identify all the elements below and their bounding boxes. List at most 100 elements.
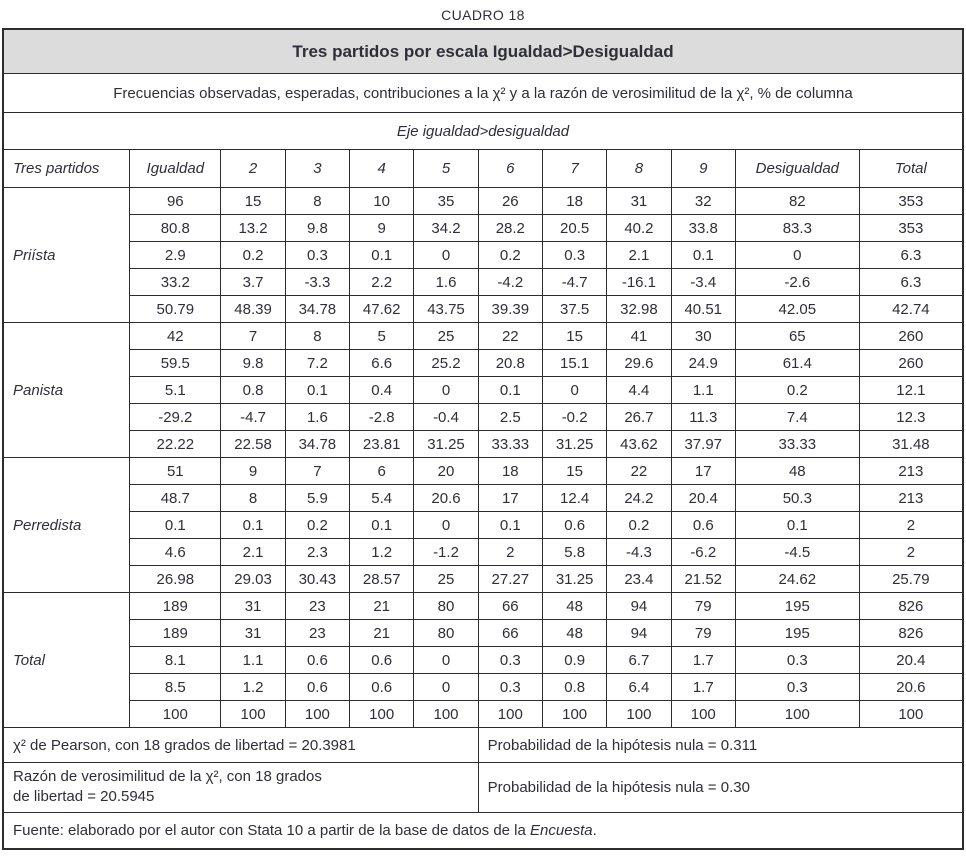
row-group-label: Perredista <box>2 457 131 593</box>
data-cell: 100 <box>477 700 543 728</box>
data-cell: 21 <box>349 592 415 620</box>
data-cell: 0.2 <box>477 241 543 269</box>
data-cell: 43.75 <box>413 295 479 323</box>
data-cell: 13.2 <box>220 214 286 242</box>
likelihood-null-probability: Probabilidad de la hipótesis nula = 0.30 <box>477 762 964 813</box>
data-cell: 80 <box>413 592 479 620</box>
data-cell: 2.5 <box>477 403 543 431</box>
data-cell: -2.8 <box>349 403 415 431</box>
data-cell: 1.7 <box>670 673 736 701</box>
data-cell: 0 <box>413 376 479 404</box>
axis-label: Eje igualdad>desigualdad <box>2 112 964 150</box>
data-cell: 22 <box>477 322 543 350</box>
data-cell: 29.03 <box>220 565 286 593</box>
data-cell: 0.1 <box>284 376 351 404</box>
data-cell: 65 <box>734 322 860 350</box>
data-cell: 8 <box>220 484 286 512</box>
data-cell: 100 <box>349 700 415 728</box>
table-row: Panista 42 7 8 5 25 22 15 41 30 65 260 <box>2 322 964 458</box>
column-header-8: 8 <box>606 149 672 188</box>
data-cell: 0.2 <box>284 511 351 539</box>
data-cell: 7 <box>220 322 286 350</box>
data-cell: 20 <box>413 457 479 485</box>
data-cell: 0.3 <box>284 241 351 269</box>
table-row: Priísta 96 15 8 10 35 26 18 31 32 82 353 <box>2 187 964 323</box>
data-cell: 195 <box>734 619 860 647</box>
data-cell: 0 <box>413 241 479 269</box>
data-cell: 2.3 <box>284 538 351 566</box>
table-row: 4.6 2.1 2.3 1.2 -1.2 2 5.8 -4.3 -6.2 -4.5 2 <box>3 538 964 566</box>
data-cell: 28.2 <box>477 214 543 242</box>
data-cell: 23.81 <box>349 430 415 458</box>
data-cell: 20.6 <box>858 673 964 701</box>
data-cell: -1.2 <box>413 538 479 566</box>
data-cell: 0 <box>413 673 479 701</box>
data-cell: 7.2 <box>284 349 351 377</box>
data-cell: 4.6 <box>129 538 222 566</box>
data-cell: 39.39 <box>477 295 543 323</box>
table-body: Priísta 96 15 8 10 35 26 18 31 32 82 353 80.8 13.2 9.8… <box>2 187 964 728</box>
data-cell: 80 <box>413 619 479 647</box>
data-cell: 15 <box>541 322 608 350</box>
table-title: Tres partidos por escala Igualdad>Desigu… <box>2 28 964 74</box>
row-group-label: Total <box>2 592 131 728</box>
data-cell: 42.05 <box>734 295 860 323</box>
table-row: 8.5 1.2 0.6 0.6 0 0.3 0.8 6.4 1.7 0.3 20.6 <box>3 673 964 701</box>
data-cell: 6.3 <box>858 241 964 269</box>
data-cell: 1.2 <box>220 673 286 701</box>
data-cell: 826 <box>858 619 964 647</box>
data-cell: 32.98 <box>606 295 672 323</box>
data-cell: 5.4 <box>349 484 415 512</box>
data-cell: 2 <box>477 538 543 566</box>
column-header-total: Total <box>858 149 964 188</box>
data-cell: 26.7 <box>606 403 672 431</box>
data-cell: 22 <box>606 457 672 485</box>
data-cell: 33.33 <box>734 430 860 458</box>
data-cell: 48 <box>734 457 860 485</box>
data-cell: 0 <box>413 646 479 674</box>
data-cell: 26.98 <box>129 565 222 593</box>
data-cell: 31 <box>220 619 286 647</box>
data-cell: 100 <box>220 700 286 728</box>
data-cell: 2.2 <box>349 268 415 296</box>
data-cell: 0.3 <box>541 241 608 269</box>
data-cell: 79 <box>670 619 736 647</box>
data-cell: 31 <box>606 187 672 215</box>
data-cell: 8.1 <box>129 646 222 674</box>
data-cell: 6 <box>349 457 415 485</box>
data-cell: 29.6 <box>606 349 672 377</box>
data-cell: 25.2 <box>413 349 479 377</box>
table-row: 0.1 0.1 0.2 0.1 0 0.1 0.6 0.2 0.6 0.1 2 <box>3 511 964 539</box>
data-cell: 0.6 <box>541 511 608 539</box>
data-cell: 48 <box>541 619 608 647</box>
column-header-2: 2 <box>220 149 286 188</box>
data-cell: 21 <box>349 619 415 647</box>
source-period: . <box>592 821 597 839</box>
data-cell: 6.3 <box>858 268 964 296</box>
pearson-chi2-statistic: χ² de Pearson, con 18 grados de libertad… <box>2 727 479 763</box>
data-cell: 4.4 <box>606 376 672 404</box>
data-cell: 0.6 <box>670 511 736 539</box>
data-cell: 2.1 <box>220 538 286 566</box>
data-cell: 25.79 <box>858 565 964 593</box>
data-cell: -4.5 <box>734 538 860 566</box>
data-cell: 100 <box>858 700 964 728</box>
data-cell: 25 <box>413 322 479 350</box>
data-cell: 48 <box>541 592 608 620</box>
data-cell: 0.1 <box>477 376 543 404</box>
data-cell: 12.1 <box>858 376 964 404</box>
statistical-table: Tres partidos por escala Igualdad>Desigu… <box>2 28 964 850</box>
data-cell: 33.2 <box>129 268 222 296</box>
data-cell: 41 <box>606 322 672 350</box>
data-cell: 0 <box>734 241 860 269</box>
data-cell: 1.6 <box>284 403 351 431</box>
data-cell: 31 <box>220 592 286 620</box>
data-cell: 94 <box>606 619 672 647</box>
data-cell: 11.3 <box>670 403 736 431</box>
table-row: 80.8 13.2 9.8 9 34.2 28.2 20.5 40.2 33.8 83.3 353 <box>3 214 964 242</box>
data-cell: 23 <box>284 592 351 620</box>
data-cell: 50.3 <box>734 484 860 512</box>
data-cell: 20.6 <box>413 484 479 512</box>
data-cell: 0.1 <box>349 241 415 269</box>
data-cell: 0.8 <box>541 673 608 701</box>
